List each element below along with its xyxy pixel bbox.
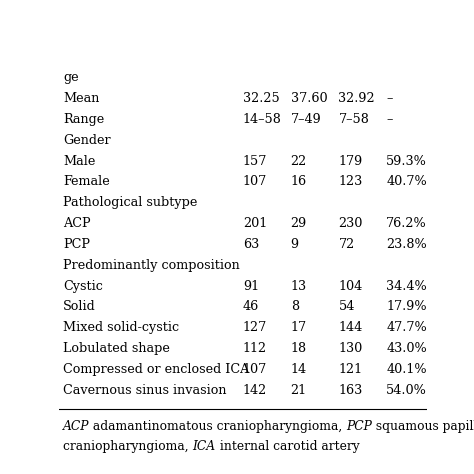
Text: 107: 107 [243, 363, 267, 376]
Text: 123: 123 [338, 175, 363, 189]
Text: 40.7%: 40.7% [386, 175, 427, 189]
Text: 130: 130 [338, 342, 363, 355]
Text: Pathological subtype: Pathological subtype [63, 196, 197, 210]
Text: Female: Female [63, 175, 109, 189]
Text: 201: 201 [243, 217, 267, 230]
Text: 9: 9 [291, 238, 299, 251]
Text: ge: ge [63, 72, 79, 84]
Text: 7–49: 7–49 [291, 113, 321, 126]
Text: 18: 18 [291, 342, 307, 355]
Text: 157: 157 [243, 155, 267, 168]
Text: Mixed solid-cystic: Mixed solid-cystic [63, 321, 179, 334]
Text: squamous papillar: squamous papillar [373, 419, 474, 433]
Text: 54.0%: 54.0% [386, 383, 427, 397]
Text: 144: 144 [338, 321, 363, 334]
Text: 21: 21 [291, 383, 307, 397]
Text: 107: 107 [243, 175, 267, 189]
Text: 127: 127 [243, 321, 267, 334]
Text: ICA: ICA [192, 440, 216, 453]
Text: Lobulated shape: Lobulated shape [63, 342, 170, 355]
Text: 230: 230 [338, 217, 363, 230]
Text: PCP: PCP [346, 419, 373, 433]
Text: 13: 13 [291, 280, 307, 292]
Text: 46: 46 [243, 301, 259, 313]
Text: Male: Male [63, 155, 95, 168]
Text: 22: 22 [291, 155, 307, 168]
Text: 32.92: 32.92 [338, 92, 375, 105]
Text: 179: 179 [338, 155, 363, 168]
Text: 14–58: 14–58 [243, 113, 282, 126]
Text: 47.7%: 47.7% [386, 321, 427, 334]
Text: 112: 112 [243, 342, 267, 355]
Text: 63: 63 [243, 238, 259, 251]
Text: 16: 16 [291, 175, 307, 189]
Text: 29: 29 [291, 217, 307, 230]
Text: Cystic: Cystic [63, 280, 103, 292]
Text: 76.2%: 76.2% [386, 217, 427, 230]
Text: 163: 163 [338, 383, 363, 397]
Text: ACP: ACP [63, 217, 91, 230]
Text: Mean: Mean [63, 92, 99, 105]
Text: Compressed or enclosed ICA: Compressed or enclosed ICA [63, 363, 249, 376]
Text: 23.8%: 23.8% [386, 238, 427, 251]
Text: 37.60: 37.60 [291, 92, 328, 105]
Text: 43.0%: 43.0% [386, 342, 427, 355]
Text: PCP: PCP [63, 238, 90, 251]
Text: 17: 17 [291, 321, 307, 334]
Text: Solid: Solid [63, 301, 96, 313]
Text: ACP: ACP [63, 419, 90, 433]
Text: Predominantly composition: Predominantly composition [63, 259, 240, 272]
Text: 7–58: 7–58 [338, 113, 369, 126]
Text: 32.25: 32.25 [243, 92, 280, 105]
Text: 34.4%: 34.4% [386, 280, 427, 292]
Text: adamantinomatous craniopharyngioma,: adamantinomatous craniopharyngioma, [90, 419, 346, 433]
Text: 40.1%: 40.1% [386, 363, 427, 376]
Text: 17.9%: 17.9% [386, 301, 427, 313]
Text: 142: 142 [243, 383, 267, 397]
Text: Range: Range [63, 113, 104, 126]
Text: Cavernous sinus invasion: Cavernous sinus invasion [63, 383, 227, 397]
Text: 72: 72 [338, 238, 355, 251]
Text: –: – [386, 92, 392, 105]
Text: –: – [386, 113, 392, 126]
Text: 59.3%: 59.3% [386, 155, 427, 168]
Text: internal carotid artery: internal carotid artery [216, 440, 359, 453]
Text: 54: 54 [338, 301, 355, 313]
Text: 91: 91 [243, 280, 259, 292]
Text: craniopharyngioma,: craniopharyngioma, [63, 440, 192, 453]
Text: 14: 14 [291, 363, 307, 376]
Text: 104: 104 [338, 280, 363, 292]
Text: Gender: Gender [63, 134, 110, 147]
Text: 121: 121 [338, 363, 363, 376]
Text: 8: 8 [291, 301, 299, 313]
